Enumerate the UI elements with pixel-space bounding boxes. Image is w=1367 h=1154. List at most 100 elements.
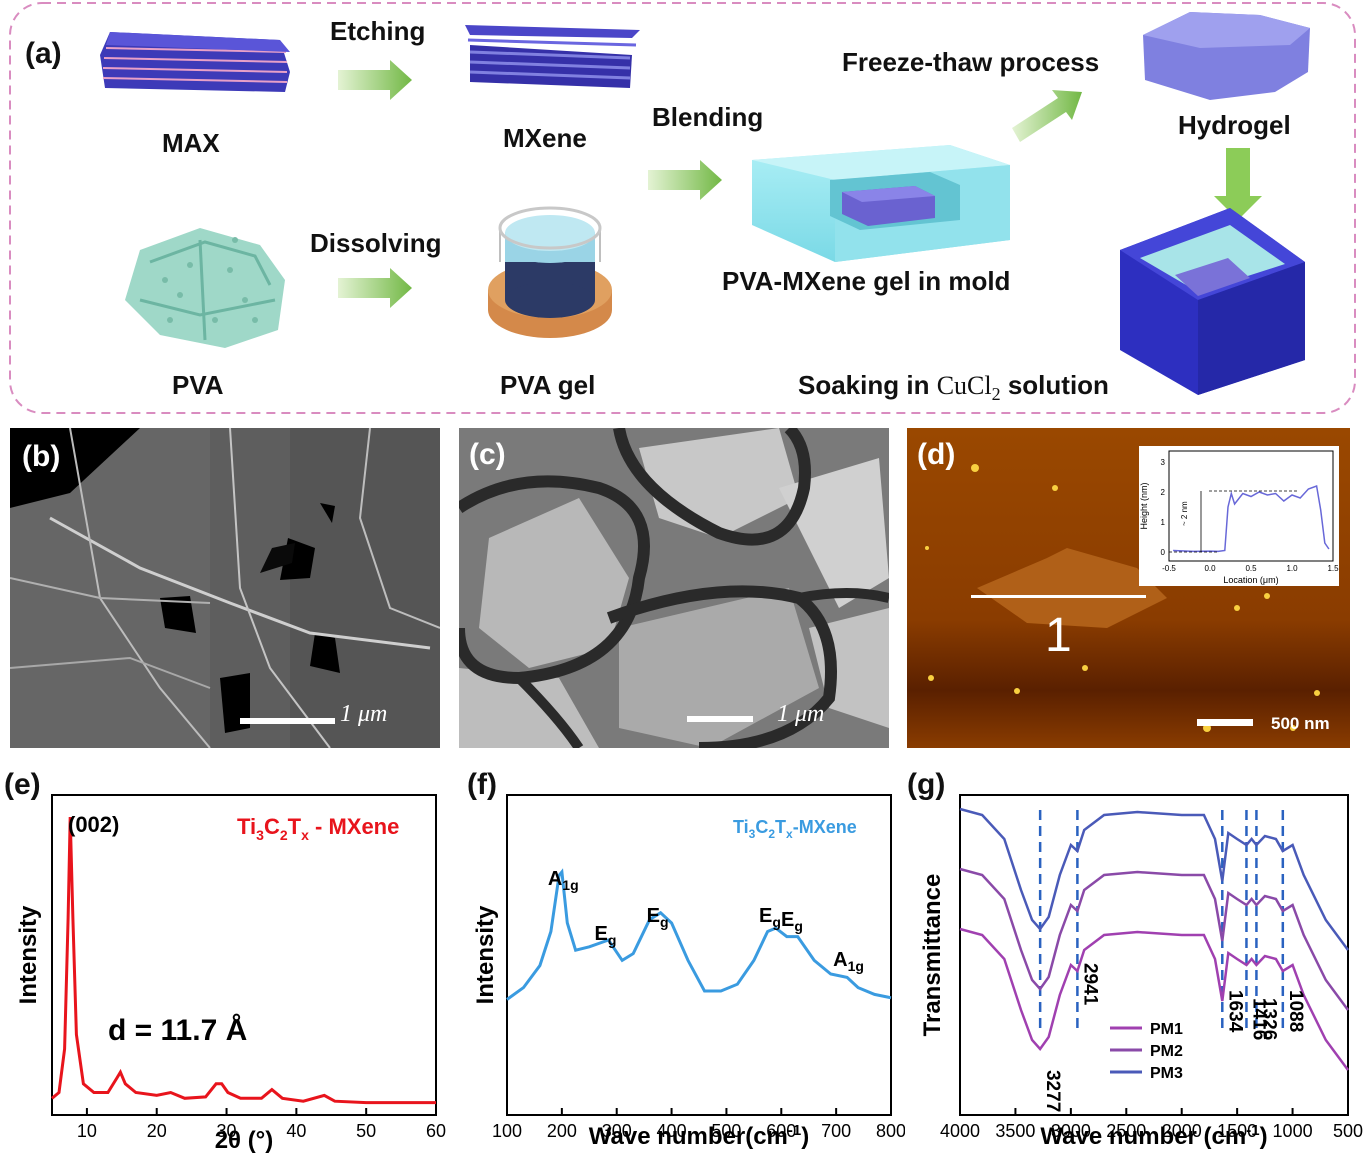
peak-label: A1g	[833, 949, 864, 974]
x-tick-label: 100	[492, 1121, 522, 1141]
etching-label: Etching	[330, 16, 426, 46]
panel-c-tem-image: (c) 1 μm	[459, 428, 889, 748]
x-tick-label: 40	[286, 1121, 306, 1141]
x-tick-label: 3500	[995, 1121, 1035, 1141]
x-tick-label: 20	[147, 1121, 167, 1141]
peak-value-label: 2941	[1079, 963, 1100, 1006]
panel-g-ftir-chart: 4000 3500 3000 2500 2000 1500 1000 500 3277 2941…	[919, 794, 1363, 1150]
inset-y-tick: 3	[1161, 458, 1166, 467]
inset-x-tick: 1.0	[1286, 564, 1298, 573]
pva-gel-label: PVA gel	[500, 370, 596, 400]
inset-annotation: ~ 2 nm	[1180, 501, 1189, 526]
panel-a-diagram	[9, 2, 1356, 414]
panel-b-sem-image: (b) 1 μm	[10, 428, 440, 748]
peak-label: Eg	[647, 905, 669, 930]
scale-bar-label: 500 nm	[1271, 714, 1330, 733]
peak-label: Eg	[781, 909, 803, 934]
afm-height-profile-inset: ~ 2 nm -0.5 0.0 0.5 1.0 1.5 0 1 2 3 Location (μ…	[1139, 446, 1339, 586]
x-tick-label: 3000	[1051, 1121, 1091, 1141]
panel-e-xrd-chart: 10 20 30 40 50 60 (002) d = 11.7 Å Ti3C2Tx - …	[15, 794, 446, 1154]
mold-illustration	[752, 145, 1010, 262]
inset-x-tick: 0.5	[1245, 564, 1257, 573]
legend-label: PM2	[1150, 1043, 1183, 1060]
profile-line	[971, 595, 1146, 598]
panel-f-letter: (f)	[467, 768, 497, 801]
inset-x-tick: 1.5	[1327, 564, 1339, 573]
x-tick-label: 10	[77, 1121, 97, 1141]
x-tick-label: 2500	[1106, 1121, 1146, 1141]
panel-d-afm-image: (d) 1 500 nm ~ 2 nm -0.5 0.0 0.5 1.0 1.5 0 1 2…	[907, 428, 1350, 748]
pva-label: PVA	[172, 370, 224, 400]
mxene-label: MXene	[503, 123, 587, 153]
hydrogel-label: Hydrogel	[1178, 110, 1291, 140]
inset-y-tick: 1	[1161, 518, 1166, 527]
x-tick-label: 30	[217, 1121, 237, 1141]
ftir-ylabel: Transmittance	[919, 874, 946, 1037]
peak-label: Eg	[594, 923, 616, 948]
arrow-icon	[338, 60, 412, 100]
ftir-series-line	[959, 807, 1350, 951]
scale-bar	[687, 716, 753, 722]
arrow-icon	[1012, 90, 1082, 142]
xrd-legend: Ti3C2Tx - MXene	[237, 814, 399, 843]
raman-ylabel: Intensity	[472, 905, 499, 1004]
mxene-layers-illustration	[465, 25, 640, 88]
pva-gel-illustration	[488, 206, 612, 338]
peak-value-label: 1326	[1258, 998, 1279, 1040]
x-tick-label: 600	[766, 1121, 796, 1141]
peak-value-label: 3277	[1042, 1070, 1063, 1112]
xrd-xlabel: 2θ (°)	[215, 1127, 274, 1154]
profile-line-marker: 1	[1045, 609, 1072, 662]
peak-label: Eg	[759, 905, 781, 930]
ftir-series-line	[959, 867, 1350, 1011]
inset-y-tick: 0	[1161, 548, 1166, 557]
max-label: MAX	[162, 128, 220, 158]
scale-bar	[1197, 719, 1253, 726]
freeze-thaw-label: Freeze-thaw process	[842, 47, 1100, 77]
x-tick-label: 50	[356, 1121, 376, 1141]
panel-b-letter: (b)	[22, 440, 61, 473]
arrow-icon	[648, 160, 722, 200]
panel-a-letter: (a)	[25, 37, 62, 70]
raman-xlabel: Wave number(cm-1)	[589, 1122, 810, 1150]
panel-c-letter: (c)	[469, 438, 506, 471]
inset-ylabel: Height (nm)	[1139, 482, 1149, 529]
x-tick-label: 200	[547, 1121, 577, 1141]
scale-bar-label: 1 μm	[777, 701, 825, 727]
peak-value-label: 1088	[1285, 990, 1306, 1032]
x-tick-label: 1500	[1217, 1121, 1257, 1141]
peak-value-label: 1634	[1224, 990, 1245, 1033]
dissolving-label: Dissolving	[310, 228, 442, 258]
mold-label: PVA-MXene gel in mold	[722, 266, 1011, 296]
soaking-label: Soaking in CuCl2 solution	[798, 370, 1109, 405]
ftir-series-line	[959, 927, 1350, 1071]
inset-x-tick: 0.0	[1204, 564, 1216, 573]
legend-label: PM3	[1150, 1065, 1183, 1082]
xrd-ylabel: Intensity	[15, 905, 42, 1004]
inset-y-tick: 2	[1161, 488, 1166, 497]
peak-value-label: 1416	[1248, 998, 1269, 1040]
scale-bar-label: 1 μm	[340, 701, 388, 727]
x-tick-label: 1000	[1273, 1121, 1313, 1141]
x-tick-label: 500	[1333, 1121, 1363, 1141]
peak-label-002: (002)	[68, 812, 119, 837]
arrow-down-icon	[1214, 148, 1262, 220]
inset-x-tick: -0.5	[1162, 564, 1176, 573]
xrd-series-line	[51, 816, 436, 1105]
panel-a-border	[9, 2, 1356, 414]
scale-bar	[240, 718, 335, 724]
panel-e-letter: (e)	[4, 768, 41, 801]
soaking-container-illustration	[1120, 208, 1305, 395]
x-tick-label: 800	[876, 1121, 905, 1141]
x-tick-label: 60	[426, 1121, 446, 1141]
panel-d-letter: (d)	[917, 438, 956, 471]
ftir-xlabel: Wave number (cm-1)	[1040, 1122, 1267, 1150]
raman-series-line	[506, 868, 892, 1001]
blending-label: Blending	[652, 102, 764, 132]
legend-label: PM1	[1150, 1021, 1183, 1038]
x-tick-label: 2000	[1162, 1121, 1202, 1141]
inset-xlabel: Location (μm)	[1223, 575, 1278, 585]
x-tick-label: 4000	[940, 1121, 980, 1141]
x-tick-label: 300	[602, 1121, 632, 1141]
